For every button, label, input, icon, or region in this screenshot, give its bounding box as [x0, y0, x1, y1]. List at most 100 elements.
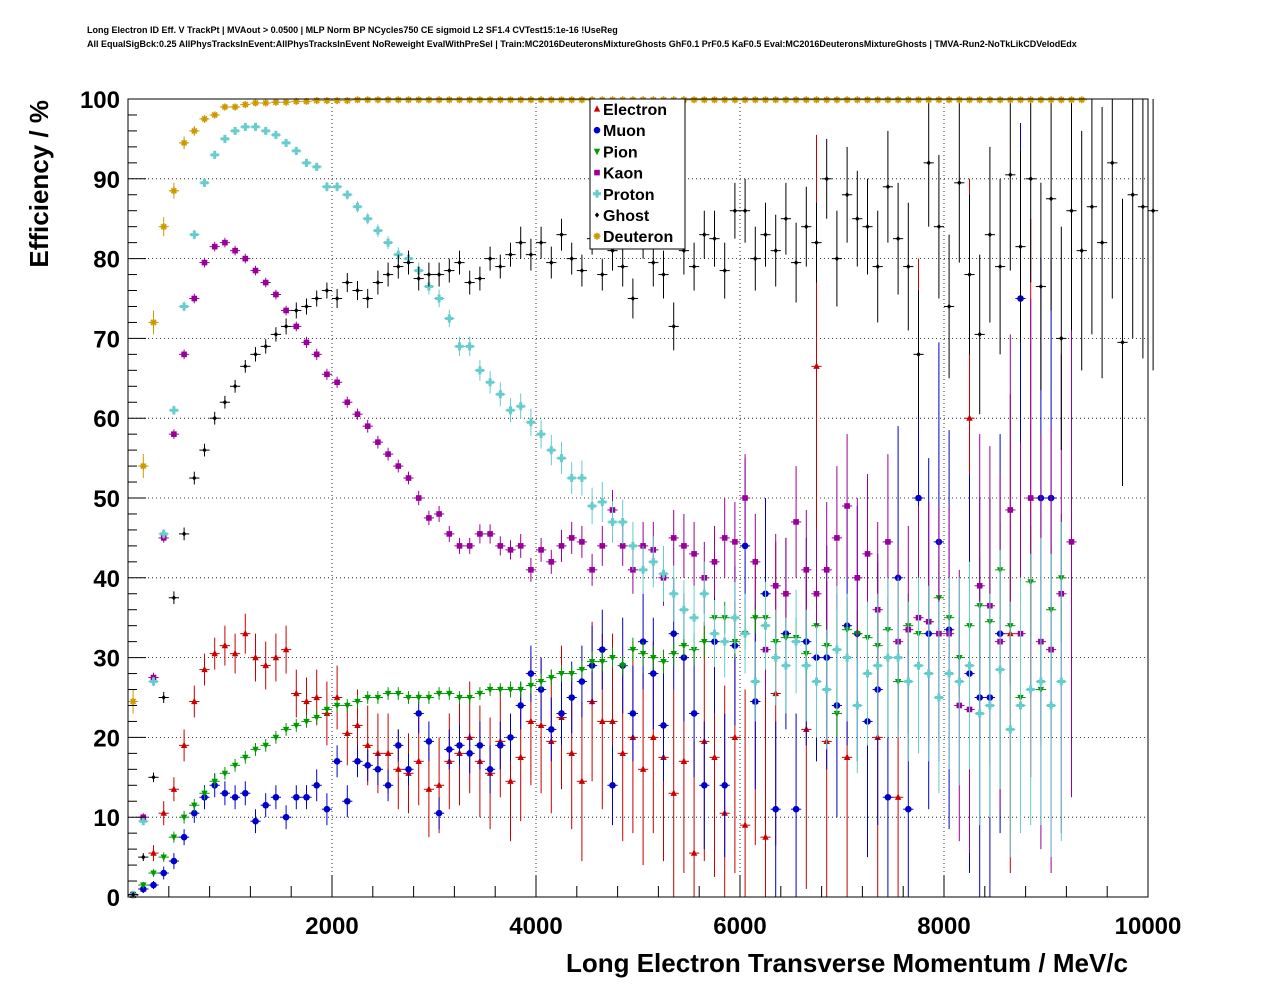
y-axis-title: Efficiency / % — [24, 100, 54, 268]
electron-point — [639, 765, 647, 772]
pion-point — [293, 722, 300, 730]
ghost-point — [396, 263, 401, 270]
proton-point — [853, 701, 862, 710]
y-tick-label: 30 — [93, 646, 120, 673]
muon-point — [741, 542, 749, 550]
deuteron-point — [700, 96, 708, 104]
ghost-point — [569, 256, 574, 262]
kaon-point — [742, 495, 748, 501]
proton-point — [445, 314, 454, 323]
ghost-point — [1150, 208, 1156, 214]
pion-point — [303, 718, 310, 726]
kaon-point — [579, 539, 585, 545]
deuteron-point — [262, 99, 270, 107]
electron-point — [180, 741, 188, 748]
proton-point — [588, 501, 597, 510]
electron-point — [303, 697, 310, 705]
proton-point — [373, 226, 382, 235]
y-tick-label: 40 — [93, 566, 120, 593]
kaon-point — [813, 590, 820, 597]
ghost-point — [1059, 335, 1064, 341]
electron-legend-marker — [593, 105, 601, 112]
pion-point — [680, 643, 688, 650]
deuteron-point — [1078, 96, 1086, 104]
muon-point — [170, 857, 178, 865]
muon-point — [252, 817, 259, 825]
y-tick-label: 20 — [93, 725, 120, 752]
y-tick-label: 50 — [93, 486, 120, 513]
ghost-point — [1130, 192, 1135, 198]
deuteron-point — [496, 96, 504, 104]
kaon-point — [497, 543, 504, 549]
proton-point — [282, 138, 291, 147]
proton-point — [577, 474, 586, 483]
deuteron-point — [425, 96, 433, 104]
pion-point — [180, 814, 188, 821]
kaon-point — [670, 535, 677, 541]
ghost-point — [1008, 172, 1013, 178]
proton-point — [802, 661, 811, 670]
electron-point — [578, 777, 586, 784]
proton-point — [812, 677, 821, 686]
ghost-point — [579, 267, 585, 274]
electron-point — [650, 733, 657, 740]
proton-point — [322, 182, 331, 191]
ghost-point — [304, 303, 309, 310]
series-ghost — [128, 99, 1159, 898]
pion-point — [211, 778, 218, 786]
kaon-point — [721, 535, 728, 541]
electron-point — [609, 717, 616, 725]
pion-point — [476, 690, 484, 698]
pion-point — [507, 686, 514, 694]
ghost-point — [141, 854, 146, 860]
proton-point — [628, 541, 637, 550]
kaon-point — [354, 411, 361, 418]
deuteron-point — [384, 96, 392, 104]
deuteron-point — [343, 97, 351, 105]
proton-point — [1036, 677, 1045, 686]
proton-point — [914, 661, 923, 670]
pion-point — [517, 686, 524, 694]
kaon-point — [171, 431, 177, 437]
deuteron-point — [547, 96, 555, 104]
ghost-point — [1018, 244, 1023, 250]
electron-point — [507, 777, 514, 784]
electron-point — [344, 729, 351, 737]
electron-point — [527, 717, 535, 725]
deuteron-point — [1047, 96, 1055, 104]
y-tick-label: 10 — [93, 805, 120, 832]
chart-title-line-2: All EqualSigBck:0.25 AllPhysTracksInEven… — [87, 39, 1077, 49]
proton-point — [241, 122, 250, 131]
muon-point — [333, 758, 341, 765]
kaon-point — [976, 582, 983, 589]
pion-point — [578, 666, 586, 674]
chart-title-line-1: Long Electron ID Eff. V TrackPt | MVAout… — [87, 25, 618, 35]
ghost-point — [212, 415, 217, 421]
proton-point — [751, 677, 760, 686]
kaon-point — [466, 543, 473, 549]
electron-point — [690, 849, 698, 856]
pion-point — [323, 706, 331, 714]
electron-point — [313, 693, 320, 701]
ghost-point — [946, 303, 952, 310]
ghost-point — [406, 259, 411, 266]
ghost-point — [1089, 204, 1095, 210]
ghost-point — [181, 531, 187, 537]
ghost-point — [630, 295, 636, 302]
muon-point — [701, 781, 708, 789]
deuteron-point — [160, 223, 168, 231]
proton-point — [669, 589, 678, 598]
deuteron-point — [405, 96, 412, 104]
pion-point — [282, 726, 290, 734]
y-tick-label: 100 — [80, 87, 120, 114]
legend: Electron Muon Pion Kaon Proton Ghost Deuteron — [589, 98, 686, 250]
deuteron-point — [282, 98, 290, 106]
x-tick-label: 4000 — [509, 913, 562, 940]
ghost-point — [824, 176, 829, 182]
ghost-point — [385, 271, 391, 278]
muon-point — [242, 789, 249, 797]
muon-point — [231, 793, 239, 801]
kaon-point — [334, 379, 340, 386]
deuteron-point — [772, 96, 780, 104]
kaon-point — [558, 543, 565, 549]
